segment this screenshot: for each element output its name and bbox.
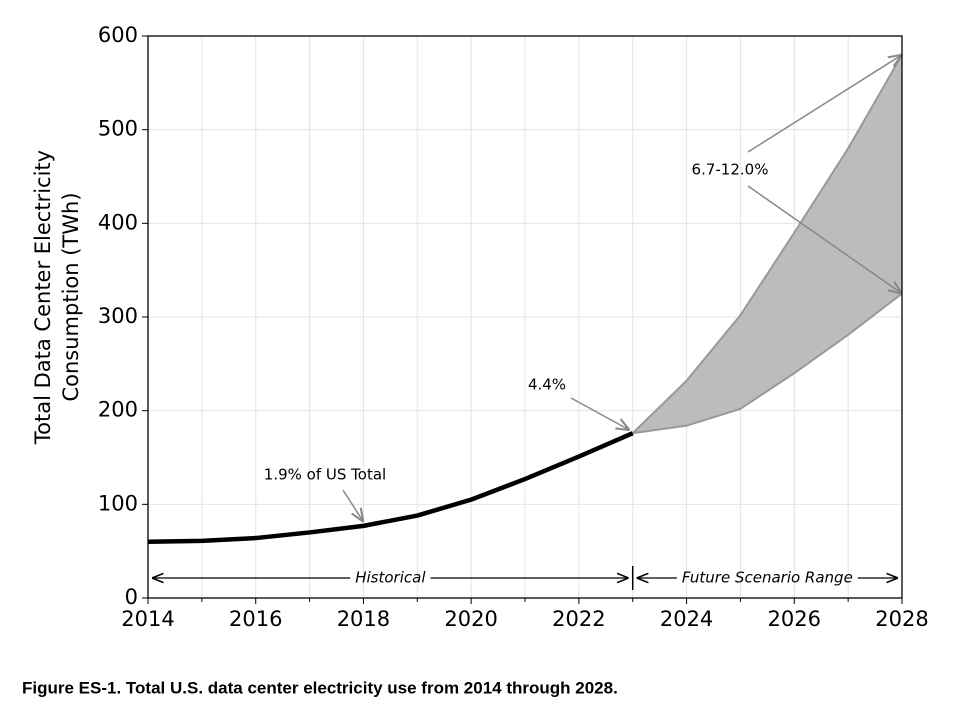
- historical-line: [147, 431, 634, 545]
- range-edge: [632, 54, 903, 434]
- span-label: Future Scenario Range: [682, 569, 853, 587]
- annotation: 1.9% of US Total: [264, 466, 386, 484]
- annotation-arrow: [342, 489, 363, 522]
- y-tick-label: 600: [98, 23, 138, 47]
- annotation: 4.4%: [528, 376, 566, 394]
- annotation-arrow: [747, 185, 902, 294]
- x-tick-label: 2018: [337, 607, 390, 631]
- plot-frame: [147, 35, 903, 599]
- x-tick-label: 2024: [660, 607, 713, 631]
- y-tick-label: 300: [98, 304, 138, 328]
- span-label: Historical: [355, 569, 426, 587]
- range-edge: [632, 292, 903, 435]
- annotation: 6.7-12.0%: [692, 161, 769, 179]
- x-tick-label: 2028: [875, 607, 928, 631]
- x-tick-label: 2014: [121, 607, 174, 631]
- y-axis-label: Consumption (TWh): [59, 192, 83, 401]
- y-tick-label: 100: [98, 491, 138, 515]
- annotation-arrow: [570, 397, 630, 430]
- y-tick-label: 400: [98, 210, 138, 234]
- range-area: [632, 54, 902, 434]
- y-axis-label: Total Data Center Electricity: [31, 150, 55, 445]
- y-tick-label: 500: [98, 117, 138, 141]
- annotation-arrow: [747, 55, 902, 153]
- x-tick-label: 2026: [768, 607, 821, 631]
- x-tick-label: 2016: [229, 607, 282, 631]
- y-tick-label: 0: [125, 585, 138, 609]
- x-tick-label: 2022: [552, 607, 605, 631]
- caption: Figure ES-1. Total U.S. data center elec…: [22, 678, 618, 697]
- y-tick-label: 200: [98, 398, 138, 422]
- x-tick-label: 2020: [444, 607, 497, 631]
